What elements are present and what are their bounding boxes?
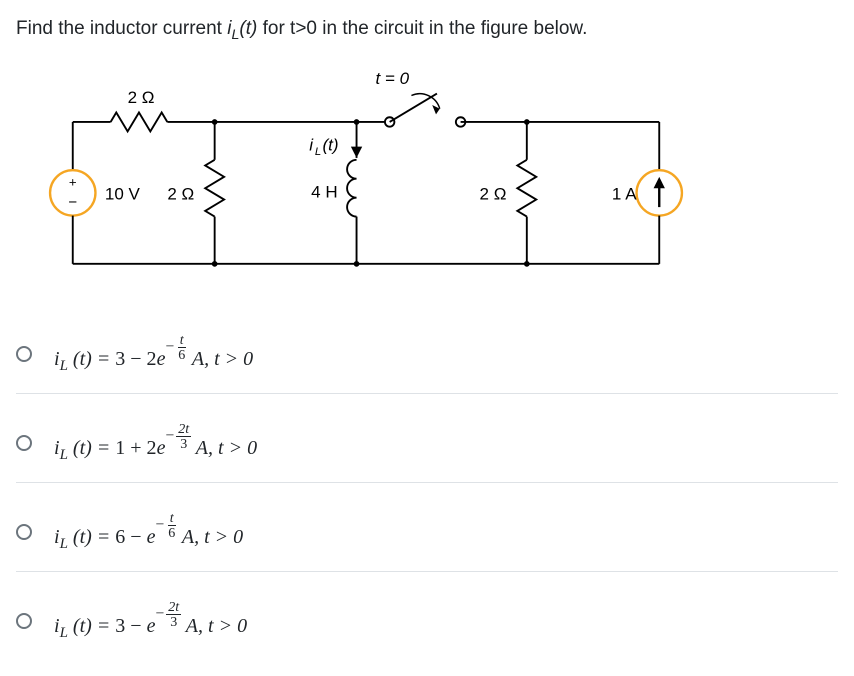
resistor-top	[111, 112, 168, 131]
label-r-right: 2 Ω	[480, 184, 507, 203]
voltage-plus: +	[69, 174, 77, 189]
option-3-formula: iL (t) = 6 − e−t6 A, t > 0	[54, 511, 243, 553]
label-ilt-sub: L	[315, 146, 321, 158]
label-r-left: 2 Ω	[167, 184, 194, 203]
radio-icon[interactable]	[16, 613, 32, 629]
radio-icon[interactable]	[16, 524, 32, 540]
label-ilt-arg: (t)	[322, 135, 338, 154]
circuit-svg: t = 0 2 Ω + − 10 V	[16, 54, 716, 294]
option-1-formula: iL (t) = 3 − 2e−t6 A, t > 0	[54, 333, 253, 375]
prompt-mid: for t>0 in the circuit in the figure bel…	[257, 18, 587, 39]
switch-arm	[390, 93, 437, 121]
option-4[interactable]: iL (t) = 3 − e−2t3 A, t > 0	[16, 590, 838, 660]
label-t0-text: t = 0	[375, 69, 409, 88]
prompt-var-arg: (t)	[239, 18, 257, 39]
answer-options: iL (t) = 3 − 2e−t6 A, t > 0 iL (t) = 1 +…	[16, 323, 838, 661]
label-r-top: 2 Ω	[128, 88, 155, 107]
option-4-formula: iL (t) = 3 − e−2t3 A, t > 0	[54, 600, 247, 642]
question-prompt: Find the inductor current iL(t) for t>0 …	[16, 16, 838, 46]
resistor-left	[205, 160, 224, 217]
voltage-minus: −	[68, 194, 77, 211]
circuit-diagram: t = 0 2 Ω + − 10 V	[16, 54, 838, 299]
prompt-prefix: Find the inductor current	[16, 18, 227, 39]
option-2-formula: iL (t) = 1 + 2e−2t3 A, t > 0	[54, 422, 257, 464]
option-2[interactable]: iL (t) = 1 + 2e−2t3 A, t > 0	[16, 412, 838, 483]
label-inductor: 4 H	[311, 182, 337, 201]
label-vsrc: 10 V	[105, 184, 141, 203]
radio-icon[interactable]	[16, 435, 32, 451]
radio-icon[interactable]	[16, 346, 32, 362]
label-ilt: i	[309, 135, 314, 154]
ilt-arrow	[351, 146, 362, 157]
resistor-right	[517, 160, 536, 217]
option-3[interactable]: iL (t) = 6 − e−t6 A, t > 0	[16, 501, 838, 572]
inductor-icon	[347, 160, 356, 217]
label-isrc: 1 A	[612, 184, 637, 203]
option-1[interactable]: iL (t) = 3 − 2e−t6 A, t > 0	[16, 323, 838, 394]
switch-left-terminal	[385, 117, 394, 126]
